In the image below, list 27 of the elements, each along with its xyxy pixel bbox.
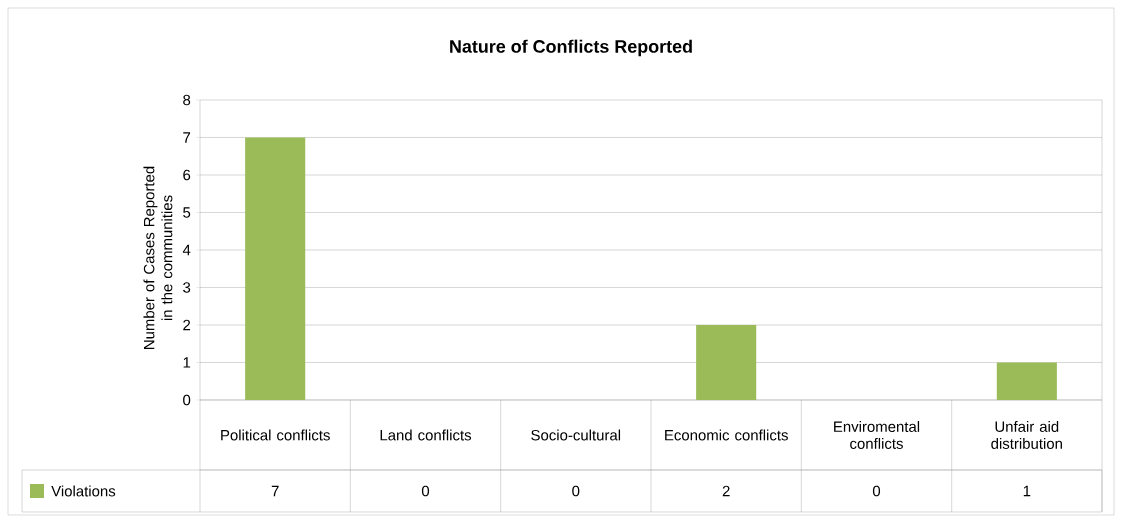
y-tick-label: 0 <box>183 394 191 406</box>
data-label: 0 <box>421 485 430 497</box>
y-tick-label: 1 <box>183 357 191 368</box>
bar <box>245 137 306 400</box>
legend-label: Violations <box>51 485 116 497</box>
y-axis-title: Number of Cases Reported in the communities <box>143 166 173 349</box>
x-tick-label: Political conflicts <box>221 429 330 441</box>
y-tick-label: 4 <box>182 244 191 256</box>
y-tick-label: 8 <box>183 94 191 106</box>
data-label: 1 <box>1023 485 1031 497</box>
y-tick-label: 6 <box>183 169 191 181</box>
x-tick-label: Economic conflicts <box>665 429 788 441</box>
x-tick-label: Land conflicts <box>380 429 472 441</box>
chart-title: Nature of Conflicts Reported <box>450 39 692 57</box>
data-label: 0 <box>572 485 580 497</box>
data-label: 7 <box>271 485 279 497</box>
y-tick-label: 2 <box>183 319 191 331</box>
x-tick-label: Socio-cultural <box>531 429 621 441</box>
bar <box>696 324 757 400</box>
x-tick-label: Enviromental conflicts <box>834 421 920 449</box>
bar <box>996 362 1057 400</box>
x-tick-label: Unfair aid distribution <box>991 421 1062 449</box>
y-tick-label: 5 <box>183 207 191 218</box>
y-tick-label: 3 <box>183 282 191 293</box>
data-label: 0 <box>872 485 881 497</box>
y-tick-label: 7 <box>183 132 191 143</box>
data-label: 2 <box>722 485 730 497</box>
